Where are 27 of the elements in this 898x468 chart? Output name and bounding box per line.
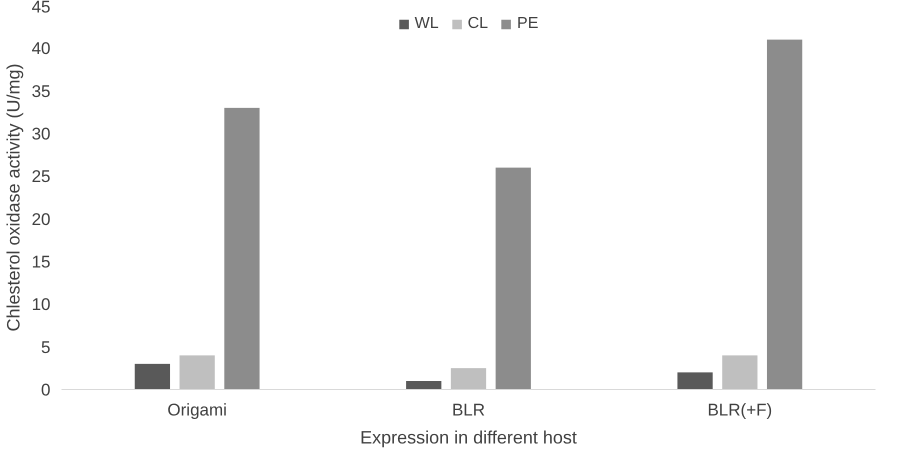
bar: [134, 364, 170, 390]
y-tick-label: 45: [32, 0, 51, 16]
y-tick-label: 15: [32, 252, 51, 272]
bar: [406, 380, 442, 390]
x-tick-label: BLR: [452, 400, 486, 420]
y-tick-label: 40: [32, 39, 51, 58]
legend-label: WL: [414, 15, 439, 33]
bar: [180, 355, 215, 390]
y-tick-label: 25: [32, 167, 51, 186]
legend-label: CL: [468, 15, 488, 33]
x-tick-label: Origami: [167, 400, 227, 420]
bar: [766, 40, 802, 390]
bar: [677, 372, 713, 390]
y-tick-label: 10: [32, 295, 51, 314]
y-tick-label: 0: [41, 380, 51, 400]
bar: [224, 108, 260, 390]
y-tick-label: 20: [32, 210, 51, 229]
y-tick-label: 30: [32, 124, 51, 144]
bar: [450, 368, 486, 390]
x-axis-title: Expression in different host: [360, 428, 577, 448]
y-axis-title: Chlesterol oxidase activity (U/mg): [4, 63, 24, 332]
bar: [722, 355, 758, 390]
y-tick-label: 5: [41, 338, 51, 357]
bar: [496, 168, 531, 390]
y-tick-label: 35: [32, 82, 51, 101]
legend-label: PE: [517, 15, 538, 33]
x-tick-label: BLR(+F): [707, 400, 772, 420]
